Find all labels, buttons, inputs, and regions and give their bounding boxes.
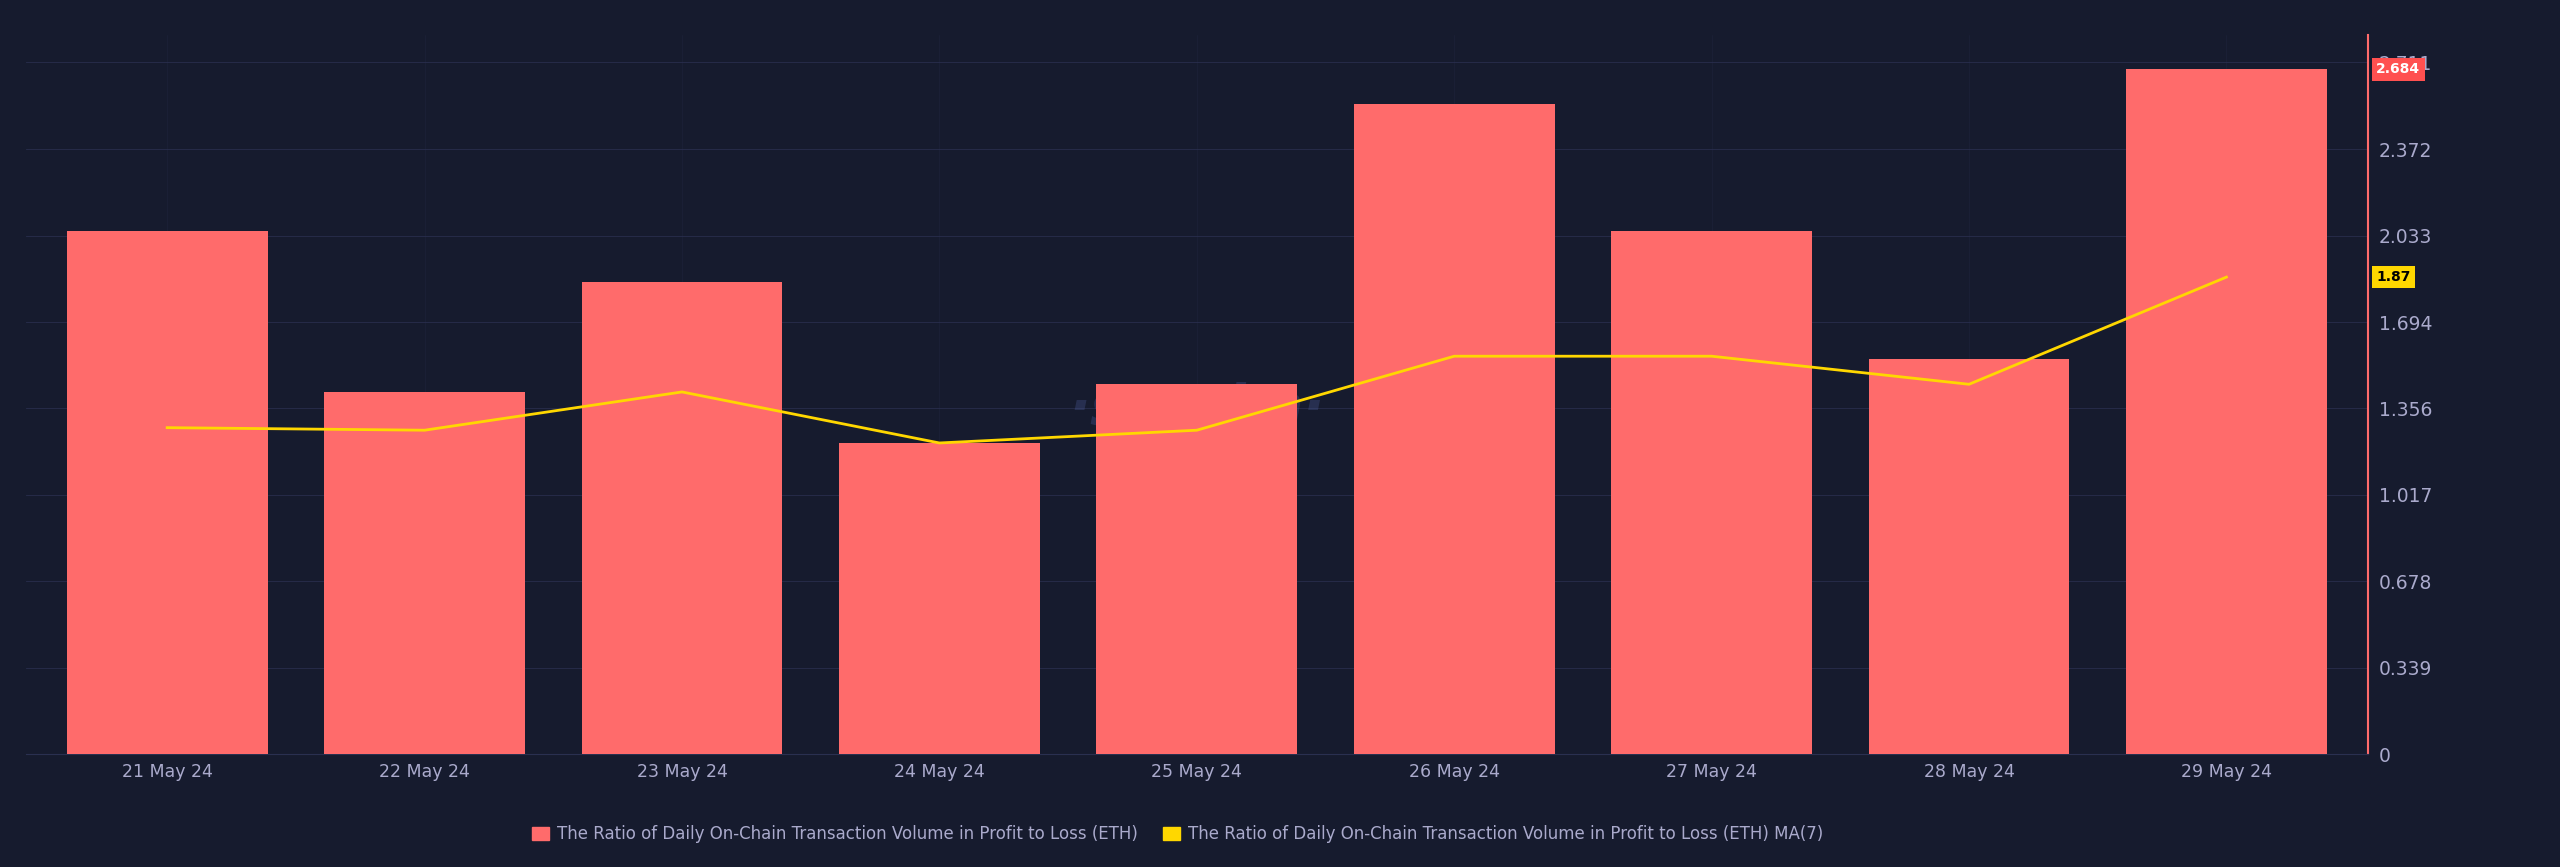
Bar (67, 231, 269, 754)
Bar (1610, 231, 1812, 754)
Text: 1.87: 1.87 (2376, 271, 2412, 284)
Bar (1096, 384, 1298, 754)
Bar (1354, 103, 1554, 754)
Bar (581, 282, 783, 754)
Bar (325, 392, 525, 754)
Text: 2.684: 2.684 (2376, 62, 2419, 76)
Bar (2125, 69, 2327, 754)
Legend: The Ratio of Daily On-Chain Transaction Volume in Profit to Loss (ETH), The Rati: The Ratio of Daily On-Chain Transaction … (525, 818, 1830, 850)
Text: ·santim·: ·santim· (1070, 381, 1324, 436)
Bar (840, 443, 1039, 754)
Bar (1869, 359, 2068, 754)
